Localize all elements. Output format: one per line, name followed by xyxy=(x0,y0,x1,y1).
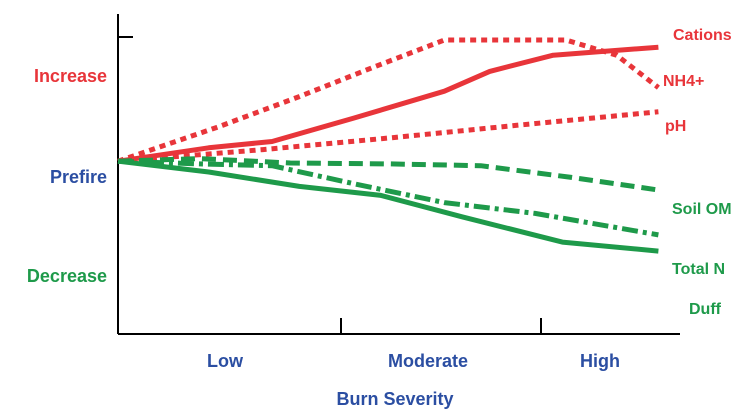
series-layer xyxy=(117,37,660,254)
series-line-nh4 xyxy=(117,37,660,164)
series-line-duff xyxy=(117,158,659,254)
x-tick-label-moderate: Moderate xyxy=(388,351,468,371)
series-line-soil-om xyxy=(117,156,659,193)
x-tick-label-high: High xyxy=(580,351,620,371)
y-tick-label-prefire: Prefire xyxy=(50,167,107,187)
series-label-soil-om: Soil OM xyxy=(672,201,732,218)
series-label-cations: Cations xyxy=(673,27,732,44)
series-label-nh4: NH4+ xyxy=(663,73,704,90)
label-layer: Cations NH4+ pH Soil OM Total N Duff Increase P… xyxy=(27,27,732,371)
series-line-total-n xyxy=(117,158,659,238)
series-line-ph xyxy=(117,109,659,164)
x-axis-title: Burn Severity xyxy=(336,389,453,409)
series-label-ph: pH xyxy=(665,118,686,135)
x-tick-label-low: Low xyxy=(207,351,244,371)
series-label-duff: Duff xyxy=(689,301,722,318)
series-line-cations xyxy=(117,44,659,164)
series-label-total-n: Total N xyxy=(672,261,725,278)
y-tick-label-decrease: Decrease xyxy=(27,266,107,286)
y-tick-label-increase: Increase xyxy=(34,66,107,86)
